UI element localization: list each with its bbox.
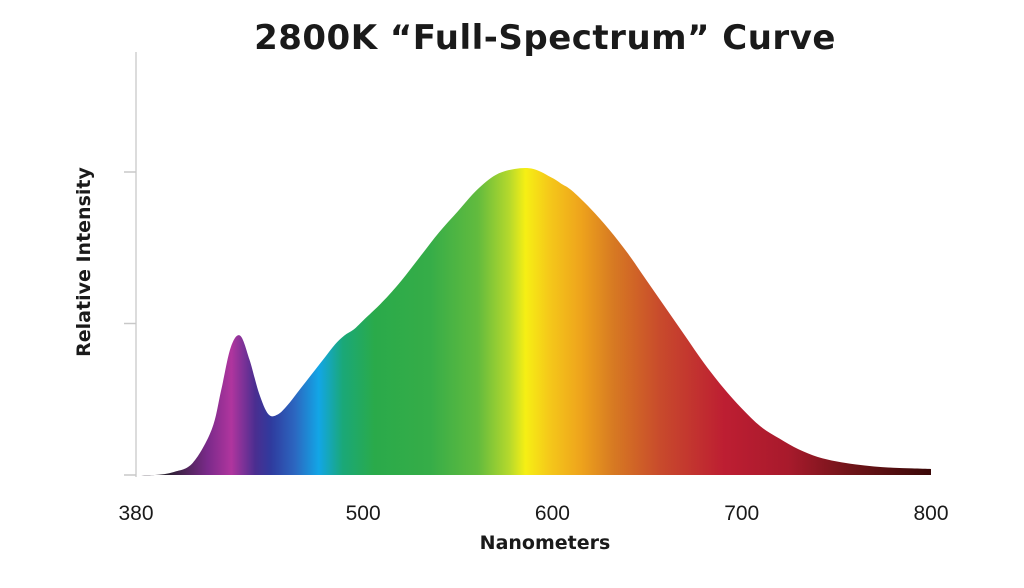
x-tick-labels: 380 500 600 700 800 xyxy=(118,502,948,525)
y-axis-label: Relative Intensity xyxy=(73,167,95,357)
x-tick-label-500: 500 xyxy=(346,502,381,525)
axes xyxy=(124,52,137,477)
x-tick-label-380: 380 xyxy=(118,502,153,525)
x-tick-label-600: 600 xyxy=(535,502,570,525)
x-tick-label-700: 700 xyxy=(724,502,759,525)
chart-title: 2800K “Full-Spectrum” Curve xyxy=(254,18,836,58)
x-tick-label-800: 800 xyxy=(913,502,948,525)
spectrum-area xyxy=(136,168,931,476)
x-axis-label: Nanometers xyxy=(479,532,611,554)
